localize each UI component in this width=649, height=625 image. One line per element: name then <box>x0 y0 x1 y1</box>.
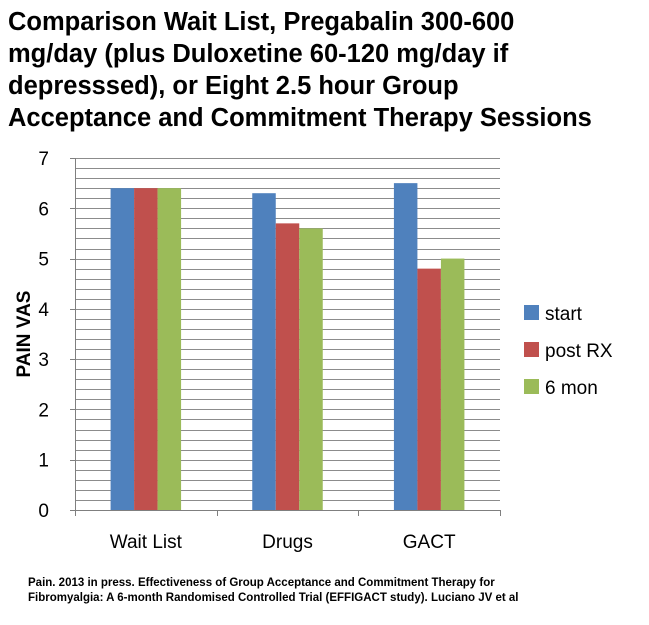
legend-label: 6 mon <box>545 378 598 399</box>
chart-title-line-4: Acceptance and Commitment Therapy Sessio… <box>8 104 592 132</box>
y-tick-label: 3 <box>38 350 49 371</box>
chart-title-line-1: Comparison Wait List, Pregabalin 300-600 <box>8 8 515 36</box>
citation: Pain. 2013 in press. Effectiveness of Gr… <box>28 576 643 606</box>
x-tick-label: GACT <box>403 532 456 553</box>
y-tick-label: 0 <box>38 501 49 522</box>
y-tick-label: 1 <box>38 451 49 472</box>
legend: start post RX 6 mon <box>524 304 613 399</box>
citation-line-1: Pain. 2013 in press. Effectiveness of Gr… <box>28 577 495 589</box>
bar-6-mon-drugs <box>299 228 323 510</box>
axes: 0 1 2 3 4 5 6 7 Wait List Drugs GACT PAIN VAS <box>14 149 501 553</box>
y-tick-label: 7 <box>38 149 49 170</box>
chart-title-line-2: mg/day (plus Duloxetine 60-120 mg/day if <box>8 40 509 68</box>
chart-title-line-3: depresssed), or Eight 2.5 hour Group <box>8 72 459 100</box>
y-axis-label: PAIN VAS <box>14 291 35 378</box>
bar-start-wait-list <box>110 188 135 510</box>
x-tick-label: Wait List <box>110 532 183 553</box>
legend-label: post RX <box>545 341 613 362</box>
bar-start-gact <box>393 183 418 510</box>
legend-swatch <box>524 342 539 357</box>
chart-title: Comparison Wait List, Pregabalin 300-600… <box>8 6 648 134</box>
bar-start-drugs <box>252 193 276 510</box>
legend-swatch <box>524 379 539 394</box>
y-tick-label: 5 <box>38 250 49 271</box>
bar-post-rx-drugs <box>275 223 300 510</box>
y-tick-label: 6 <box>38 199 49 220</box>
bars <box>110 183 465 510</box>
bar-post-rx-gact <box>417 268 441 510</box>
bar-6-mon-gact <box>440 258 465 510</box>
y-tick-label: 4 <box>38 300 49 321</box>
bar-6-mon-wait-list <box>157 188 182 510</box>
y-tick-label: 2 <box>38 400 49 421</box>
bar-post-rx-wait-list <box>134 188 158 510</box>
citation-line-2: Fibromyalgia: A 6-month Randomised Contr… <box>28 592 519 604</box>
legend-swatch <box>524 305 539 320</box>
legend-label: start <box>545 304 583 325</box>
x-tick-label: Drugs <box>262 532 313 553</box>
